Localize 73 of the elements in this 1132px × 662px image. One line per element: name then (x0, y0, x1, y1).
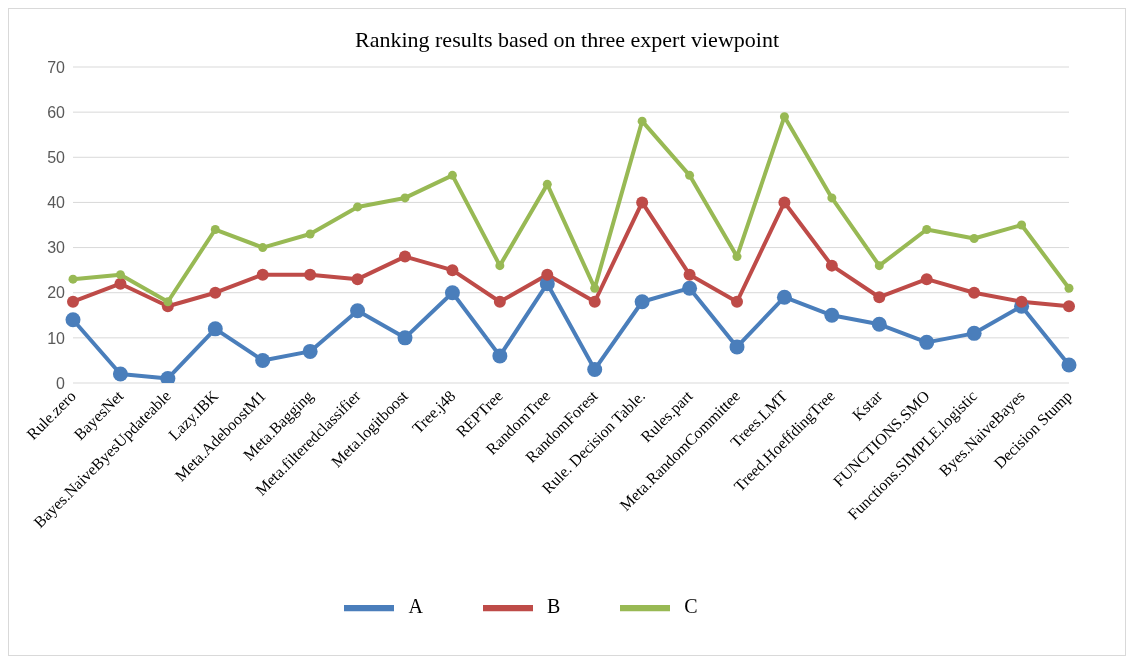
y-tick-label: 70 (47, 58, 66, 76)
point (67, 295, 79, 308)
point (968, 286, 981, 299)
point (1017, 220, 1027, 230)
y-tick-label: 50 (47, 148, 66, 166)
point (825, 259, 838, 272)
point (729, 339, 745, 355)
point (1063, 300, 1075, 313)
point (397, 330, 413, 346)
y-tick-label: 20 (47, 284, 66, 302)
point (400, 193, 410, 203)
point (350, 303, 366, 319)
point (827, 193, 837, 203)
point (731, 295, 743, 308)
point (588, 295, 601, 308)
point (874, 261, 884, 271)
legend-label: B (546, 594, 561, 617)
point (590, 283, 600, 293)
point (683, 268, 696, 281)
point (541, 268, 554, 281)
point (160, 370, 176, 383)
point (210, 225, 220, 235)
point (1064, 283, 1074, 293)
point (682, 280, 698, 296)
chart-title: Ranking results based on three expert viewpoint (354, 27, 780, 53)
point (493, 295, 506, 308)
point (351, 273, 364, 286)
point (256, 268, 269, 281)
point (447, 170, 457, 180)
point (258, 243, 268, 253)
point (446, 264, 459, 277)
point (302, 343, 318, 359)
point (919, 334, 935, 350)
y-tick-label: 40 (47, 194, 66, 212)
y-tick-label: 0 (56, 374, 66, 392)
point (920, 273, 933, 286)
point (732, 252, 742, 262)
point (542, 179, 552, 189)
point (1061, 357, 1077, 373)
point (1015, 295, 1028, 308)
y-tick-label: 10 (47, 329, 66, 347)
point (207, 321, 223, 337)
point (778, 196, 791, 209)
y-tick-label: 30 (47, 239, 66, 257)
point (922, 225, 932, 235)
point (305, 229, 315, 239)
point (163, 297, 173, 307)
legend-label: C (684, 594, 698, 617)
point (824, 307, 840, 323)
point (399, 250, 411, 263)
point (634, 294, 650, 310)
point (492, 348, 508, 364)
y-tick-label: 60 (47, 103, 66, 121)
point (873, 291, 886, 304)
point (685, 170, 695, 180)
point (65, 312, 81, 328)
point (353, 202, 363, 212)
point (636, 196, 649, 209)
point (969, 234, 979, 244)
point (112, 366, 128, 382)
point (587, 361, 603, 377)
point (115, 270, 125, 280)
point (68, 274, 78, 284)
point (444, 285, 460, 301)
legend-label: A (408, 594, 423, 617)
point (255, 352, 271, 368)
point (114, 277, 127, 290)
point (871, 316, 887, 332)
point (304, 268, 317, 281)
point (637, 116, 647, 126)
point (776, 289, 792, 305)
point (209, 286, 222, 299)
point (966, 325, 982, 341)
